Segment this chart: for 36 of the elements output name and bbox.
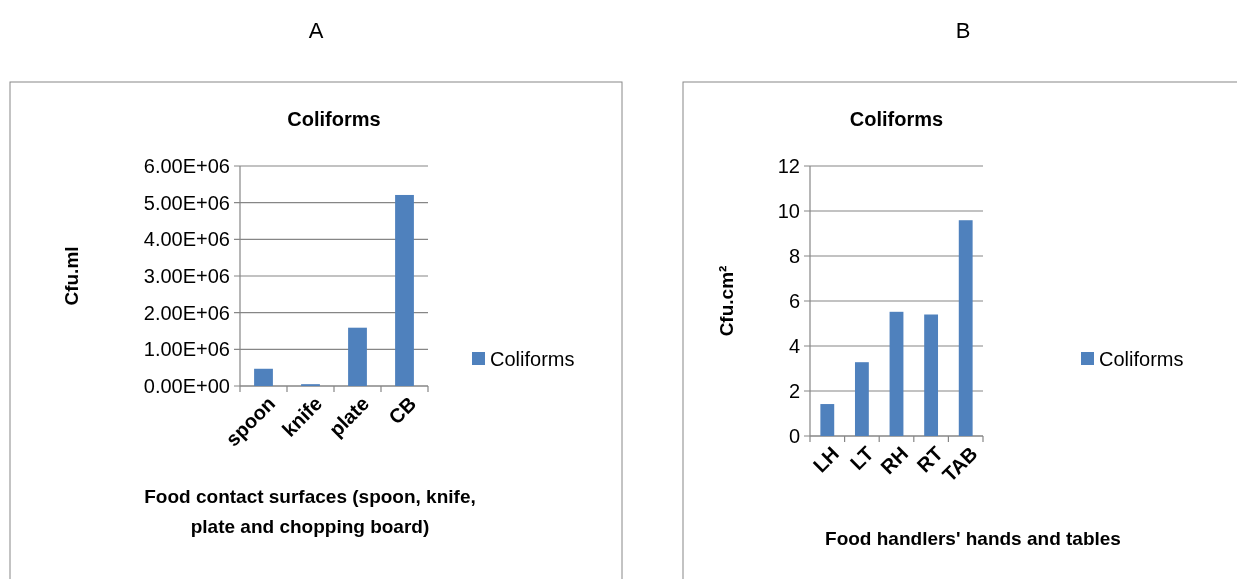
y-tick-label: 6.00E+06 — [143, 155, 230, 177]
y-tick-label: 1.00E+06 — [143, 338, 230, 361]
bar — [958, 220, 973, 436]
y-tick-label: 8 — [788, 245, 800, 267]
y-tick-label: 10 — [777, 200, 800, 222]
x-axis-title: Food contact surfaces (spoon, knife, plate and chopping board) — [144, 486, 476, 537]
x-tick-label: RH — [876, 442, 913, 479]
x-tick-label: LT — [845, 442, 878, 475]
y-axis-title: Cfu.ml — [61, 246, 82, 306]
x-tick-label: LH — [808, 442, 844, 477]
y-tick-label: 2.00E+06 — [143, 301, 230, 324]
text: A — [308, 18, 324, 43]
y-tick-label: 12 — [777, 155, 800, 177]
bar — [395, 194, 414, 386]
bar — [854, 362, 869, 436]
y-tick-label: 5.00E+06 — [143, 191, 230, 214]
y-tick-label: 3.00E+06 — [143, 265, 230, 287]
chart-title: Coliforms — [287, 108, 381, 130]
y-axis-title: Cfu.cm² — [716, 265, 737, 337]
y-tick-label: 0 — [788, 425, 800, 447]
bar — [254, 368, 273, 386]
bar — [924, 314, 939, 436]
bar — [820, 404, 835, 436]
y-tick-label: 4.00E+06 — [143, 228, 230, 251]
text: B — [955, 18, 971, 43]
legend-label: Coliforms — [1099, 348, 1184, 370]
y-tick-label: 4 — [788, 335, 800, 357]
y-tick-label: 2 — [788, 380, 800, 402]
bar — [889, 311, 904, 436]
chart-title: Coliforms — [849, 108, 944, 130]
y-tick-label: 6 — [788, 290, 800, 312]
legend-label: Coliforms — [490, 348, 575, 370]
y-tick-label: 0.00E+00 — [143, 375, 230, 397]
x-axis-title: Food handlers' hands and tables — [825, 528, 1121, 549]
x-tick-label: CB — [384, 392, 421, 429]
bar — [348, 327, 367, 386]
